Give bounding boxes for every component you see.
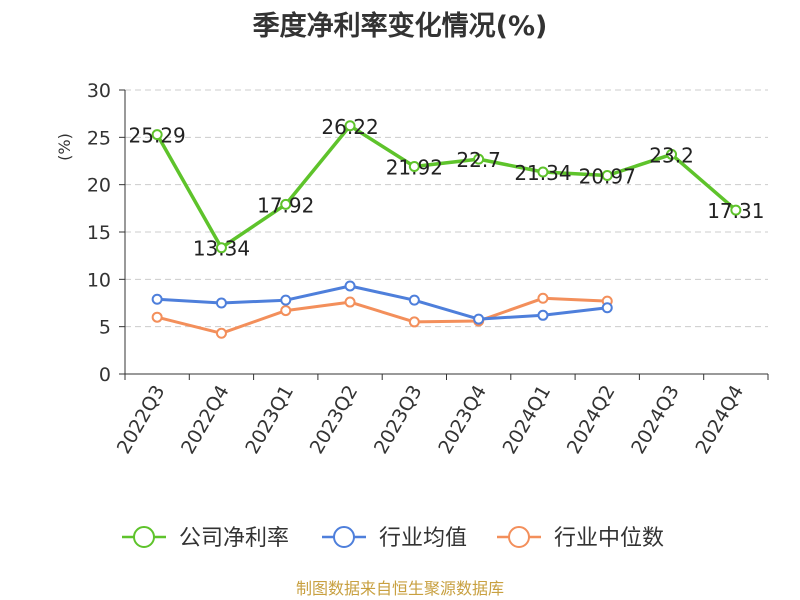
legend-label: 公司净利率 bbox=[179, 526, 289, 551]
y-tick-label: 10 bbox=[87, 269, 111, 291]
y-tick-label: 5 bbox=[99, 317, 111, 339]
data-point bbox=[537, 292, 549, 304]
x-tick-label: 2024Q1 bbox=[499, 382, 556, 458]
x-tick-label: 2022Q4 bbox=[177, 382, 234, 458]
legend-marker bbox=[133, 526, 155, 548]
data-label: 17.31 bbox=[707, 199, 764, 223]
data-point bbox=[537, 309, 549, 321]
x-tick-label: 2024Q3 bbox=[627, 382, 684, 458]
legend-label: 行业中位数 bbox=[554, 526, 664, 551]
data-point bbox=[408, 160, 420, 172]
x-tick-label: 2024Q4 bbox=[691, 382, 748, 458]
data-point bbox=[666, 148, 678, 160]
y-axis-label: (%) bbox=[55, 133, 74, 161]
x-tick-label: 2023Q4 bbox=[434, 382, 491, 458]
data-point bbox=[473, 313, 485, 325]
data-label: 20.97 bbox=[579, 164, 636, 188]
data-label: 21.34 bbox=[514, 161, 571, 185]
series-line bbox=[157, 284, 608, 321]
legend-label: 行业均值 bbox=[379, 526, 467, 551]
x-tick-label: 2023Q1 bbox=[241, 382, 298, 458]
data-point bbox=[344, 280, 356, 292]
source-note: 制图数据来自恒生聚源数据库 bbox=[296, 579, 504, 598]
data-point bbox=[408, 294, 420, 306]
x-tick-label: 2022Q3 bbox=[113, 382, 170, 458]
data-point bbox=[215, 327, 227, 339]
data-label: 22.7 bbox=[456, 148, 501, 172]
x-tick-label: 2023Q3 bbox=[370, 382, 427, 458]
legend-marker bbox=[508, 526, 530, 548]
x-tick-label: 2024Q2 bbox=[563, 382, 620, 458]
data-point bbox=[215, 242, 227, 254]
data-point bbox=[151, 129, 163, 141]
y-tick-label: 20 bbox=[87, 175, 111, 197]
data-point bbox=[408, 316, 420, 328]
y-tick-label: 15 bbox=[87, 222, 111, 244]
data-label: 21.92 bbox=[386, 155, 443, 179]
data-point bbox=[344, 296, 356, 308]
chart-title: 季度净利率变化情况(%) bbox=[252, 11, 548, 42]
y-tick-label: 25 bbox=[87, 127, 111, 149]
data-point bbox=[215, 297, 227, 309]
series-line bbox=[155, 124, 738, 250]
data-point bbox=[537, 166, 549, 178]
data-label: 26.22 bbox=[321, 115, 378, 139]
data-point bbox=[151, 293, 163, 305]
data-point bbox=[601, 302, 613, 314]
legend-marker bbox=[333, 526, 355, 548]
y-tick-label: 30 bbox=[87, 80, 111, 102]
data-label: 13.34 bbox=[193, 237, 250, 261]
y-tick-label: 0 bbox=[99, 364, 111, 386]
data-point bbox=[730, 204, 742, 216]
data-point bbox=[280, 198, 292, 210]
data-point bbox=[151, 311, 163, 323]
data-point bbox=[344, 120, 356, 132]
x-tick-label: 2023Q2 bbox=[306, 382, 363, 458]
data-point bbox=[280, 294, 292, 306]
series-line bbox=[156, 296, 608, 335]
data-label: 23.2 bbox=[649, 143, 694, 167]
data-point bbox=[280, 305, 292, 317]
data-label: 25.29 bbox=[129, 124, 186, 148]
data-point bbox=[601, 169, 613, 181]
data-point bbox=[473, 153, 485, 165]
data-label: 17.92 bbox=[257, 193, 314, 217]
